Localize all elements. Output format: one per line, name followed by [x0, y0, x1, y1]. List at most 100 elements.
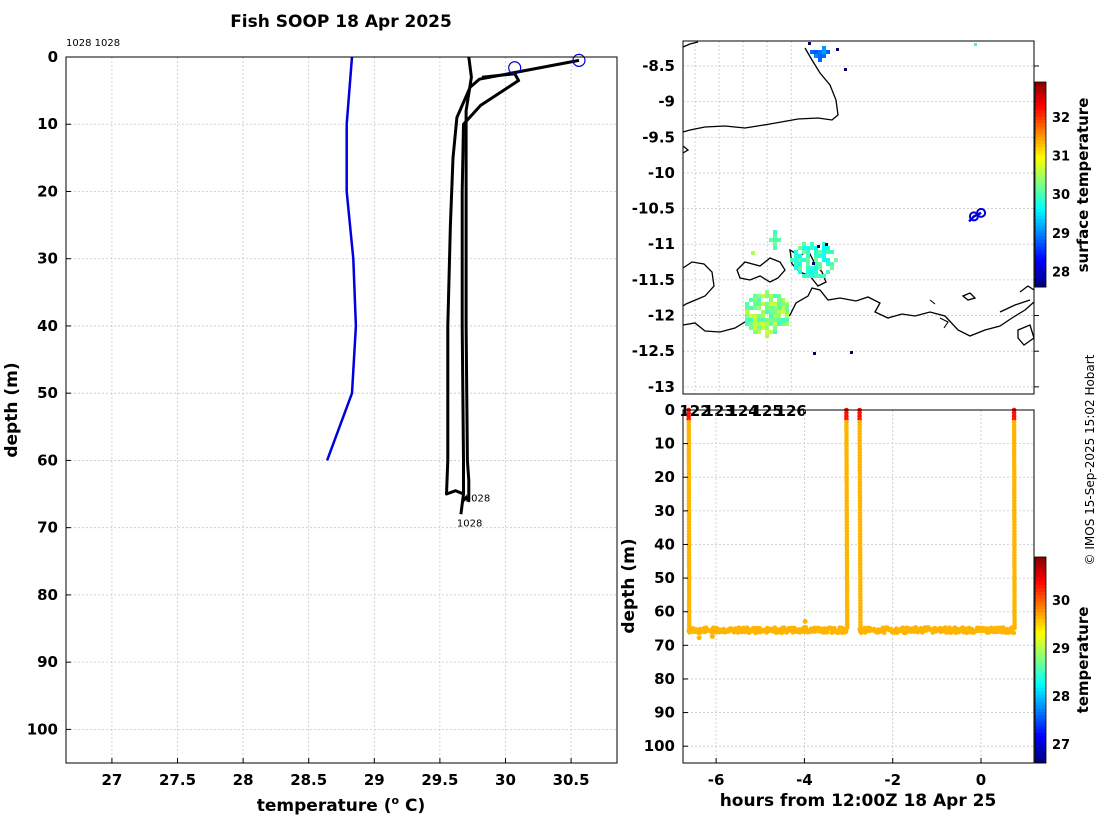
map-colorbar-swatch: [1035, 126, 1046, 131]
map-colorbar-swatch: [1035, 194, 1046, 199]
map-sst-cell: [785, 322, 789, 326]
timeseries-colorbar-swatch: [1035, 742, 1046, 747]
map-colorbar-swatch: [1035, 153, 1046, 158]
map-sst-cell: [769, 298, 773, 302]
map-sst-cell: [818, 58, 822, 62]
map-y-tick-label: -11: [648, 235, 675, 253]
map-colorbar-swatch: [1035, 218, 1046, 223]
timeseries-point: [773, 625, 778, 631]
timeseries-colorbar-swatch: [1035, 570, 1046, 575]
map-sst-cell: [802, 258, 806, 262]
map-colorbar-swatch: [1035, 266, 1046, 271]
map-colorbar-swatch: [1035, 276, 1046, 281]
timeseries-point: [1009, 625, 1014, 630]
map-sst-cell: [745, 310, 749, 314]
map-sst-cell: [826, 270, 830, 274]
map-colorbar-swatch: [1035, 283, 1046, 288]
map-colorbar-tick-label: 30: [1052, 188, 1070, 203]
profile-y-tick-label: 0: [48, 48, 58, 66]
map-sst-cell: [753, 294, 757, 298]
profile-y-tick-label: 30: [37, 250, 58, 268]
map-sst-cell: [757, 330, 761, 334]
map-sst-cell: [777, 298, 781, 302]
map-colorbar-swatch: [1035, 174, 1046, 179]
map-colorbar-swatch: [1035, 184, 1046, 189]
map-colorbar-swatch: [1035, 88, 1046, 93]
timeseries-colorbar-swatch: [1035, 557, 1046, 561]
map-sst-cell: [769, 314, 773, 318]
timeseries-colorbar-swatch: [1035, 721, 1046, 726]
profile-x-tick-label: 29: [364, 771, 385, 789]
timeseries-colorbar-swatch: [1035, 591, 1046, 596]
map-y-tick-label: -8.5: [642, 57, 675, 75]
timeseries-colorbar-swatch: [1035, 690, 1046, 695]
map-sst-cell: [753, 322, 757, 326]
timeseries-y-tick-label: 10: [654, 435, 675, 453]
map-sst-cell: [781, 298, 785, 302]
map-colorbar-swatch: [1035, 246, 1046, 250]
map-sst-cell: [745, 314, 749, 318]
profile-lines: [325, 56, 580, 515]
map-colorbar-swatch: [1035, 164, 1046, 168]
profile-axes-box: [65, 56, 618, 764]
map-sst-cell: [765, 290, 769, 294]
map-sst-cell: [761, 314, 765, 318]
timeseries-colorbar-swatch: [1035, 718, 1046, 723]
map-sst-cell: [769, 322, 773, 326]
profile-x-tick-label: 28: [233, 771, 254, 789]
map-sst-cell: [765, 322, 769, 326]
timeseries-colorbar-label: temperature: [1074, 607, 1092, 714]
timeseries-point: [843, 629, 849, 634]
map-sst-cell: [822, 250, 826, 254]
profile-y-tick-label: 10: [37, 115, 58, 133]
timeseries-colorbar-swatch: [1035, 714, 1046, 719]
map-sst-cell: [794, 258, 798, 262]
map-sst-cell: [785, 318, 789, 322]
map-sst-cell: [769, 302, 773, 306]
map-sst-cell: [757, 318, 761, 322]
map-sst-cell: [810, 246, 814, 250]
map-sst-cell: [773, 230, 777, 234]
profile-y-tick-label: 50: [37, 384, 58, 402]
map-sst-cell: [749, 298, 753, 302]
map-colorbar-swatch: [1035, 280, 1046, 285]
map-sst-cell: [806, 262, 810, 266]
map-colorbar-swatch: [1035, 249, 1046, 254]
map-sst-cell: [749, 314, 753, 318]
map-sst-cell: [830, 266, 834, 270]
profile-surface-marker: [572, 53, 586, 67]
map-colorbar-swatch: [1035, 167, 1046, 172]
map-sst-cell: [785, 302, 789, 306]
timeseries-colorbar-swatch: [1035, 646, 1046, 651]
coastline-east-bits: [929, 299, 949, 329]
profile-x-tick-label: 29.5: [421, 771, 458, 789]
timeseries-y-tick-label: 50: [654, 569, 675, 587]
map-colorbar-swatch: [1035, 99, 1046, 103]
map-sst-cell: [810, 266, 814, 270]
profile-header-labels: 1028 1028: [66, 38, 120, 49]
timeseries-y-tick-label: 40: [654, 535, 675, 553]
timeseries-point: [697, 635, 702, 641]
map-sst-cell: [765, 334, 769, 338]
map-sst-cell: [798, 258, 802, 262]
timeseries-colorbar-swatch: [1035, 625, 1046, 630]
map-sst-cell: [753, 326, 757, 330]
map-sst-cell: [836, 48, 839, 51]
map-sst-cell: [765, 294, 769, 298]
map-sst-cell: [777, 310, 781, 314]
map-y-tick-label: -12.5: [632, 342, 675, 360]
map-sst-cell: [806, 254, 810, 258]
timeseries-colorbar-swatch: [1035, 587, 1046, 592]
timeseries-colorbar-swatch: [1035, 577, 1046, 582]
map-sst-cell: [814, 246, 818, 250]
map-sst-cell: [785, 310, 789, 314]
map-sst-cell: [761, 322, 765, 326]
map-sst-cell: [749, 326, 753, 330]
timeseries-colorbar-swatch: [1035, 745, 1046, 750]
map-sst-cells: [745, 42, 977, 355]
profile-x-tick-labels: 27 27.5 28 28.5 29 29.5 30 30.5: [101, 758, 590, 789]
credit-text: © IMOS 15-Sep-2025 15:02 Hobart: [1083, 354, 1097, 565]
profile-y-axis-label: depth (m): [2, 362, 22, 457]
map-sst-cell: [822, 54, 826, 58]
map-sst-cell: [761, 318, 765, 322]
